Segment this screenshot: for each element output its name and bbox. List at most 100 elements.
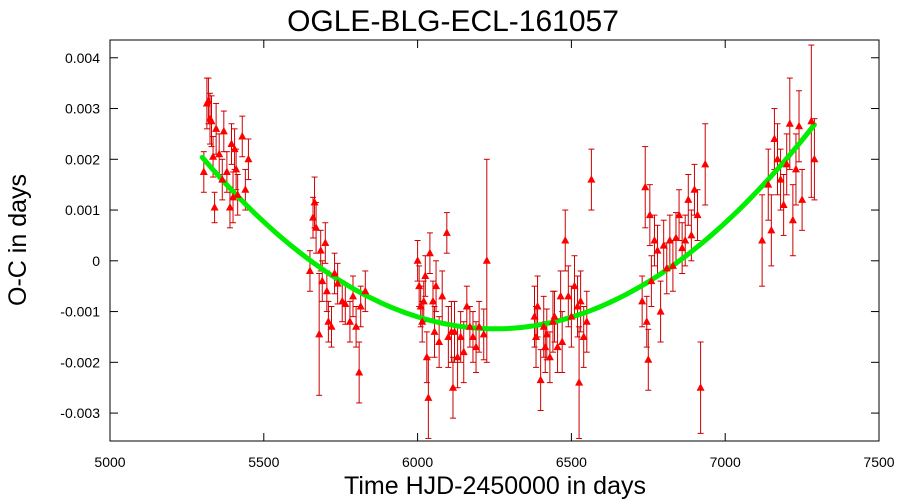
x-tick-label: 6500 [556,454,587,470]
data-point [244,154,253,163]
y-tick-label: -0.003 [60,405,100,421]
data-point [561,236,570,244]
data-point [687,230,696,239]
data-point [668,261,677,269]
data-point [444,332,453,340]
data-point [548,317,557,325]
data-point [693,210,702,219]
y-tick-label: 0.004 [65,50,100,66]
data-point [422,352,431,361]
data-point [550,312,559,320]
data-point [309,213,318,221]
data-point [333,279,342,287]
data-point [316,246,325,254]
data-point [638,296,647,305]
data-point [222,167,231,175]
data-point [545,352,554,361]
y-tick-label: 0.001 [65,202,100,218]
data-point [556,291,565,300]
data-point [418,317,427,325]
data-point [553,342,562,351]
data-point [475,322,484,330]
data-point [675,210,684,219]
data-point [459,347,468,356]
data-point [782,159,791,168]
data-point [764,180,773,188]
data-point [644,355,653,363]
data-point [472,342,481,351]
data-point [767,225,776,234]
data-point [419,296,428,305]
data-point [785,119,794,127]
data-point [310,197,319,206]
data-point [807,116,816,125]
data-point [582,317,591,325]
data-point [575,378,584,386]
data-point [435,337,444,346]
data-point [438,291,447,300]
data-point [650,236,659,244]
data-point [788,215,797,224]
data-point [690,185,699,193]
data-point [567,312,576,320]
data-point [539,322,548,330]
plot-frame [109,39,880,442]
data-point [322,286,331,295]
data-point [798,195,807,203]
data-point [210,203,219,211]
data-point [681,236,690,244]
data-point [324,317,333,325]
data-point [579,332,588,340]
data-point [701,159,710,168]
data-point [225,203,234,211]
data-point [345,317,354,325]
data-point [645,210,654,219]
y-axis-label: O-C in days [4,174,32,306]
data-point [232,164,241,173]
data-point [207,116,216,125]
data-point [312,223,321,231]
data-point [428,296,437,305]
data-point [530,312,539,320]
x-tick-label: 7000 [710,454,741,470]
data-point [448,383,457,391]
data-point [564,291,573,300]
data-point [570,281,579,290]
data-point [227,139,236,148]
data-point [541,342,550,351]
fit-curve [199,122,817,332]
data-point [341,299,350,307]
data-point [453,352,462,361]
y-tick-label: -0.001 [60,304,100,320]
data-point [425,248,434,257]
data-point [352,322,361,330]
x-axis-label: Time HJD-2450000 in days [344,472,646,500]
data-point [219,126,228,135]
data-point [533,301,542,310]
data-point [665,236,674,244]
data-point [770,134,779,142]
data-point [413,256,422,264]
x-tick-label: 6000 [402,454,433,470]
data-point [795,121,804,130]
y-tick-label: -0.002 [60,354,100,370]
data-point [653,246,662,254]
plot-area [199,44,819,439]
data-point [810,154,819,163]
data-point [758,236,767,244]
data-point [479,329,488,338]
y-tick-label: 0.003 [65,101,100,117]
data-point [432,281,441,290]
data-point [315,329,324,338]
data-point [356,301,365,310]
data-point [215,149,224,158]
data-point [642,317,651,325]
data-point [773,154,782,163]
data-point [199,167,208,175]
data-point [779,200,788,208]
data-point [573,301,582,310]
data-point [671,233,680,241]
data-point [450,327,459,335]
